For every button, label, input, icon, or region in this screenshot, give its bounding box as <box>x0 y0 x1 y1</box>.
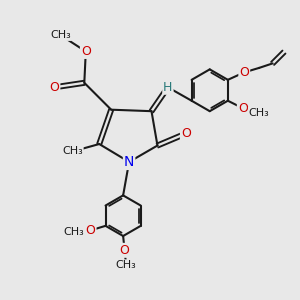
Text: O: O <box>239 66 249 79</box>
Text: CH₃: CH₃ <box>62 146 83 157</box>
Text: CH₃: CH₃ <box>64 227 85 237</box>
Text: O: O <box>120 244 130 257</box>
Text: O: O <box>86 224 95 237</box>
Text: H: H <box>163 81 172 94</box>
Text: O: O <box>81 45 91 58</box>
Text: O: O <box>181 127 191 140</box>
Text: CH₃: CH₃ <box>116 260 136 270</box>
Text: O: O <box>50 81 59 94</box>
Text: N: N <box>124 155 134 169</box>
Text: O: O <box>238 102 248 115</box>
Text: CH₃: CH₃ <box>50 30 71 40</box>
Text: CH₃: CH₃ <box>249 108 270 118</box>
